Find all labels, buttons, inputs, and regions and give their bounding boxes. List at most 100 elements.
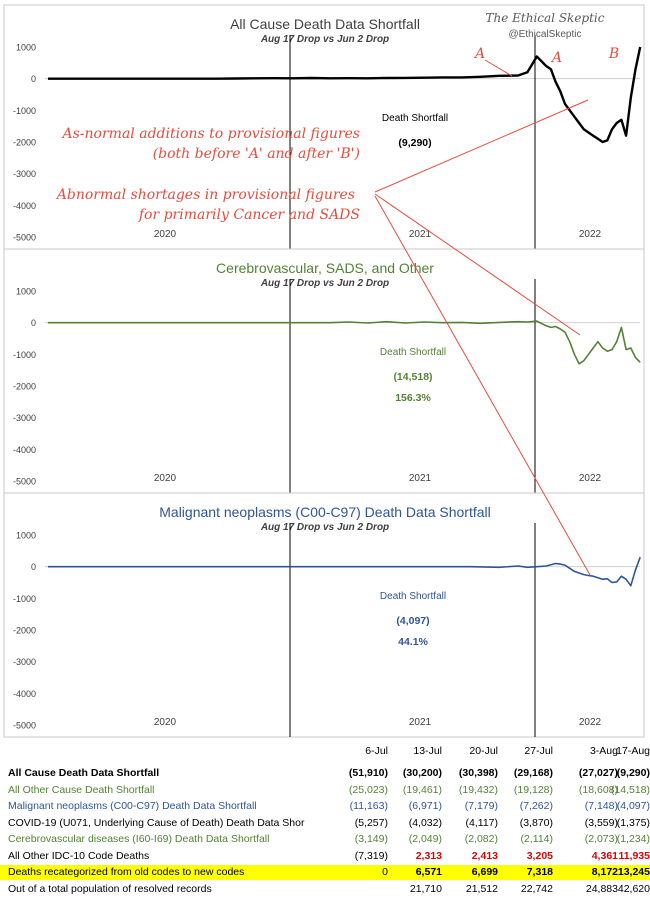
y-tick-label: -1000 — [13, 594, 36, 604]
table-row: Malignant neoplasms (C00-C97) Death Data… — [0, 799, 650, 814]
y-tick-label: 0 — [31, 562, 36, 572]
series-line-1 — [48, 46, 642, 144]
y-tick-label: -4000 — [13, 445, 36, 455]
table-cell: (7,148) — [584, 800, 618, 812]
table-row: COVID-19 (U071, Underlying Cause of Deat… — [0, 816, 650, 831]
x-tick-label-2020: 2020 — [154, 473, 177, 484]
table-cell: 2,313 — [415, 849, 442, 862]
table-column-header: 13-Jul — [413, 745, 442, 757]
table-row-label: COVID-19 (U071, Underlying Cause of Deat… — [8, 816, 305, 829]
table-cell: 24,883 — [585, 882, 618, 895]
y-tick-label: -1000 — [13, 106, 36, 116]
marker-a1: A — [473, 46, 485, 62]
table-header-row: 6-Jul 13-Jul 20-Jul 27-Jul 3-Aug 17-Aug — [0, 744, 650, 759]
table-cell: 11,935 — [618, 849, 650, 862]
series-line-2 — [48, 320, 641, 365]
table-row-label: All Cause Death Data Shortfall — [8, 767, 160, 779]
watermark-title: The Ethical Skeptic — [486, 11, 605, 25]
shortfall-label-2: Death Shortfall — [380, 347, 446, 358]
table-column-header: 17-Aug — [616, 745, 650, 757]
chart-subtitle-1: Aug 17 Drop vs Jun 2 Drop — [260, 34, 389, 45]
note-abnormal-line2: for primarily Cancer and SADS — [138, 207, 360, 223]
table-cell: 21,710 — [409, 882, 442, 895]
y-tick-label: -2000 — [13, 382, 36, 392]
x-tick-label-2020: 2020 — [154, 229, 177, 240]
table-cell: (4,097) — [616, 800, 650, 812]
charts-area: All Cause Death Data Shortfall Aug 17 Dro… — [3, 4, 645, 738]
table-cell: (7,319) — [354, 849, 388, 862]
table-cell: (51,910) — [348, 767, 388, 779]
chart-title-3: Malignant neoplasms (C00-C97) Death Data… — [159, 504, 491, 520]
y-tick-label: -3000 — [13, 169, 36, 179]
note-normal-line1: As-normal additions to provisional figur… — [61, 126, 360, 142]
watermark-handle: @EthicalSkeptic — [509, 29, 582, 40]
y-tick-label: -4000 — [13, 689, 36, 699]
shortfall-value-2: (14,518) — [393, 371, 432, 383]
table-row: All Cause Death Data Shortfall (51,910) (3… — [0, 766, 650, 781]
table-cell: (7,179) — [464, 800, 498, 812]
table-cell: (2,073) — [584, 833, 618, 845]
table-cell: (11,163) — [349, 800, 388, 812]
table-cell: (3,149) — [354, 833, 388, 845]
table-row: Deaths recategorized from old codes to n… — [0, 865, 650, 880]
table-cell: (2,049) — [408, 833, 442, 845]
table-cell: 8,172 — [591, 866, 618, 878]
shortfall-percent-3: 44.1% — [398, 636, 428, 648]
table-cell: (4,117) — [465, 816, 499, 829]
x-tick-label-2021: 2021 — [409, 717, 432, 728]
y-tick-label: -4000 — [13, 201, 36, 211]
table-cell: (19,461) — [402, 783, 442, 796]
table-cell: (1,234) — [616, 833, 650, 845]
x-tick-label-2021: 2021 — [409, 473, 432, 484]
table-cell: (18,608) — [578, 783, 618, 796]
y-tick-label: 0 — [31, 74, 36, 84]
table-row-label: Deaths recategorized from old codes to n… — [8, 866, 245, 878]
y-tick-label: -5000 — [13, 721, 36, 731]
shortfall-value-1: (9,290) — [398, 137, 431, 149]
table-column-header: 6-Jul — [365, 745, 388, 757]
chart-title-1: All Cause Death Data Shortfall — [230, 16, 420, 32]
table-column-header: 27-Jul — [524, 745, 553, 757]
table-cell: (30,398) — [458, 767, 498, 779]
table-row: All Other Cause Death Shortfall (25,023) (… — [0, 783, 650, 798]
table-cell: (29,168) — [513, 767, 553, 779]
table-cell: (9,290) — [616, 767, 650, 779]
series-line-3 — [48, 556, 641, 587]
y-tick-label: -1000 — [13, 350, 36, 360]
table-row-label: All Other IDC-10 Code Deaths — [8, 849, 150, 862]
arrow-line-all-cause — [374, 99, 589, 193]
table-cell: (14,518) — [610, 783, 650, 796]
chart-subtitle-2: Aug 17 Drop vs Jun 2 Drop — [260, 278, 389, 289]
table-row-label: All Other Cause Death Shortfall — [8, 783, 155, 796]
shortfall-value-3: (4,097) — [396, 615, 429, 627]
y-tick-label: 1000 — [16, 531, 36, 541]
table-cell: 6,699 — [471, 866, 498, 878]
table-cell: 0 — [382, 866, 388, 878]
marker-a1-pointer — [484, 59, 513, 77]
y-tick-label: -2000 — [13, 626, 36, 636]
marker-a2: A — [550, 50, 562, 66]
table-cell: (5,257) — [354, 816, 388, 829]
table-cell: (1,375) — [616, 816, 650, 829]
y-tick-label: -5000 — [13, 233, 36, 243]
chart-panel-1 — [3, 4, 645, 250]
table-cell: (25,023) — [348, 783, 388, 796]
table-cell: 2,413 — [471, 849, 498, 862]
table-cell: (19,128) — [513, 783, 553, 796]
shortfall-percent-2: 156.3% — [395, 392, 431, 404]
x-tick-label-2020: 2020 — [154, 717, 177, 728]
table-cell: 6,571 — [415, 866, 442, 878]
table-cell: 22,742 — [520, 882, 553, 895]
table-row-label: Cerebrovascular diseases (I60-I69) Death… — [8, 833, 270, 845]
chart-panel-3 — [3, 492, 645, 738]
chart-subtitle-3: Aug 17 Drop vs Jun 2 Drop — [260, 522, 389, 533]
x-tick-label-2022: 2022 — [579, 229, 602, 240]
table-row: Cerebrovascular diseases (I60-I69) Death… — [0, 832, 650, 847]
y-tick-label: -3000 — [13, 413, 36, 423]
note-abnormal-line1: Abnormal shortages in provisional figure… — [55, 187, 355, 203]
x-tick-label-2022: 2022 — [579, 473, 602, 484]
table-cell: (3,870) — [519, 816, 553, 829]
shortfall-label-3: Death Shortfall — [380, 591, 446, 602]
table-row: Out of a total population of resolved re… — [0, 882, 650, 897]
table-row: All Other IDC-10 Code Deaths (7,319) 2,313… — [0, 849, 650, 864]
